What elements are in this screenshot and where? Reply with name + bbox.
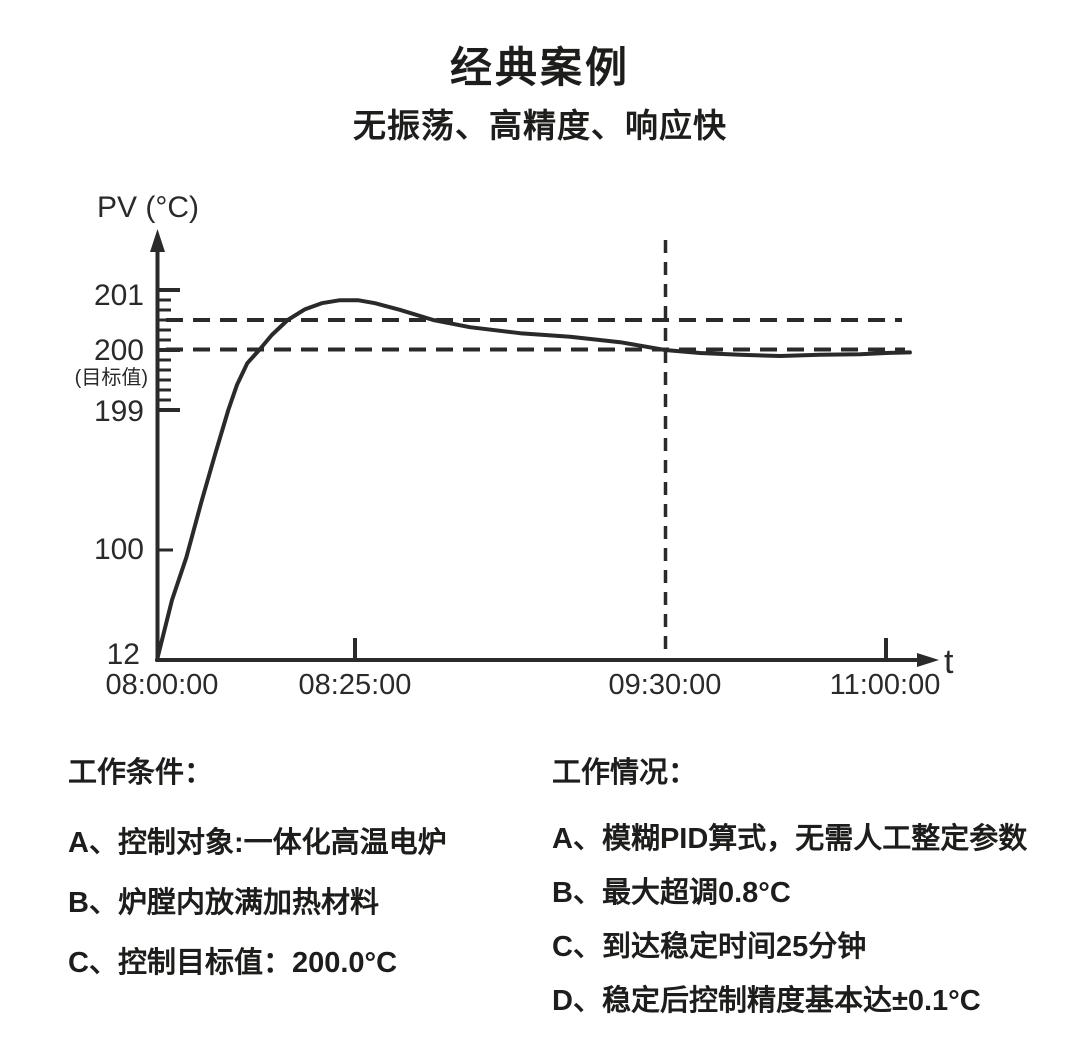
target-value-label: (目标值) — [75, 366, 148, 389]
result-item-b: B、最大超调0.8°C — [552, 877, 791, 909]
y-tick-label-100: 100 — [94, 533, 144, 566]
y-axis-label: PV (°C) — [97, 191, 199, 224]
y-tick-label-201: 201 — [94, 279, 144, 312]
page-title: 经典案例 — [449, 44, 630, 91]
working-results-heading: 工作情况： — [552, 757, 698, 789]
result-item-a: A、模糊PID算式，无需人工整定参数 — [552, 823, 1028, 855]
condition-item-c: C、控制目标值：200.0°C — [68, 947, 398, 979]
x-tick-label-0800: 08:00:00 — [106, 669, 219, 701]
y-axis-arrow-icon — [150, 229, 165, 252]
x-tick-label-1100: 11:00:00 — [830, 669, 941, 701]
result-item-c: C、到达稳定时间25分钟 — [552, 931, 867, 963]
pv-temperature-curve — [155, 298, 912, 662]
y-tick-label-199: 199 — [94, 395, 144, 428]
condition-item-a: A、控制对象:一体化高温电炉 — [68, 827, 447, 859]
result-item-d: D、稳定后控制精度基本达±0.1°C — [552, 985, 981, 1017]
working-results-block: 工作情况： A、模糊PID算式，无需人工整定参数 B、最大超调0.8°C C、到… — [552, 756, 1027, 1038]
condition-item-b: B、炉膛内放满加热材料 — [68, 887, 379, 919]
x-tick-label-0930: 09:30:00 — [609, 669, 722, 701]
y-axis-ruler-ticks — [157, 288, 180, 412]
x-axis-arrow-icon — [917, 653, 939, 667]
y-tick-label-12: 12 — [107, 638, 140, 671]
page-subtitle: 无振荡、高精度、响应快 — [353, 107, 727, 144]
temperature-curve-chart: PV (°C) t 201 200 (目标值) 199 100 12 08:00… — [75, 191, 954, 701]
y-tick-label-200: 200 — [94, 334, 144, 367]
x-axis-label: t — [944, 643, 954, 681]
working-conditions-heading: 工作条件： — [68, 757, 214, 789]
x-tick-label-0825: 08:25:00 — [299, 669, 412, 701]
working-conditions-block: 工作条件： A、控制对象:一体化高温电炉 B、炉膛内放满加热材料 C、控制目标值… — [68, 756, 447, 1006]
